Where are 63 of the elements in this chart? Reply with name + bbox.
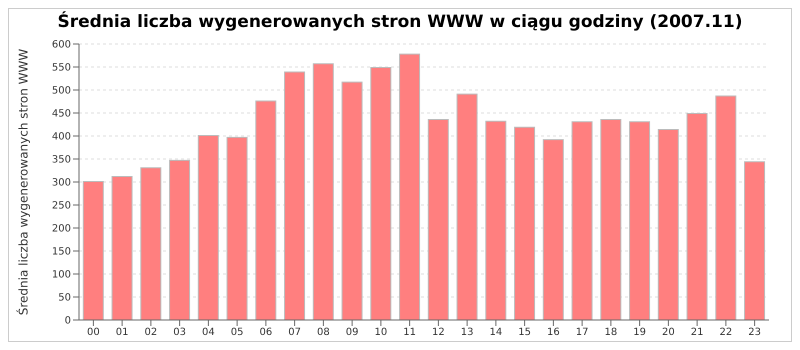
bar	[629, 121, 650, 320]
bar	[572, 121, 593, 320]
x-tick-label: 04	[202, 327, 215, 338]
y-axis-title: Średnia liczba wygenerowanych stron WWW	[15, 48, 30, 316]
y-tick-label: 300	[52, 178, 71, 189]
bar	[428, 118, 449, 320]
bar	[312, 63, 334, 320]
x-tick-label: 21	[690, 327, 704, 338]
x-tick-label: 11	[403, 327, 416, 338]
x-tick-label: 13	[460, 327, 474, 338]
x-tick-label: 07	[288, 327, 301, 338]
y-tick-label: 0	[64, 316, 71, 327]
y-tick-label: 200	[52, 224, 71, 235]
x-tick-label: 12	[432, 327, 445, 338]
x-tick-label: 16	[547, 327, 560, 338]
y-tick-label: 350	[52, 154, 71, 166]
bar	[342, 82, 363, 320]
bar	[284, 72, 306, 320]
x-tick-label: 18	[604, 327, 618, 338]
y-tick-label: 100	[52, 270, 71, 281]
x-tick-label: 22	[720, 327, 732, 338]
bar	[744, 161, 766, 320]
x-tick-label: 02	[144, 327, 158, 338]
x-tick-label: 01	[116, 327, 128, 338]
y-tick-label: 50	[58, 292, 71, 304]
x-tick-label: 10	[374, 327, 388, 338]
bar	[140, 167, 162, 320]
bar	[112, 176, 133, 320]
y-tick-label: 250	[52, 200, 71, 212]
bar	[686, 112, 708, 320]
x-tick-label: 09	[346, 327, 358, 338]
bar	[600, 118, 622, 320]
x-tick-label: 06	[260, 327, 272, 338]
y-tick-label: 450	[52, 108, 71, 120]
x-tick-label: 08	[317, 327, 330, 338]
chart-title: Średnia liczba wygenerowanych stron WWW w ciągu godziny (2007.11)	[56, 10, 744, 34]
x-tick-label: 00	[87, 327, 100, 338]
y-tick-label: 500	[52, 86, 71, 97]
x-tick-label: 20	[662, 327, 675, 338]
bar	[514, 126, 536, 320]
bar	[198, 135, 219, 320]
x-tick-label: 19	[633, 327, 646, 338]
bar	[658, 129, 679, 320]
bar	[456, 94, 478, 320]
x-tick-label: 14	[490, 327, 502, 338]
x-tick-label: 23	[748, 327, 761, 338]
bar	[399, 54, 420, 320]
y-tick-label: 550	[52, 62, 71, 74]
bar	[715, 95, 736, 320]
bar	[542, 139, 564, 320]
x-tick-label: 05	[230, 327, 244, 338]
bar	[255, 100, 276, 320]
x-tick-label: 17	[576, 327, 588, 338]
bar	[485, 120, 506, 320]
x-tick-label: 15	[518, 327, 531, 338]
bar	[82, 181, 104, 320]
y-tick-label: 150	[52, 246, 71, 258]
y-tick-label: 600	[52, 40, 71, 51]
y-tick-label: 400	[52, 132, 71, 143]
bar	[226, 136, 248, 320]
bar	[370, 66, 392, 320]
bar	[169, 160, 190, 320]
x-tick-label: 03	[173, 327, 186, 338]
